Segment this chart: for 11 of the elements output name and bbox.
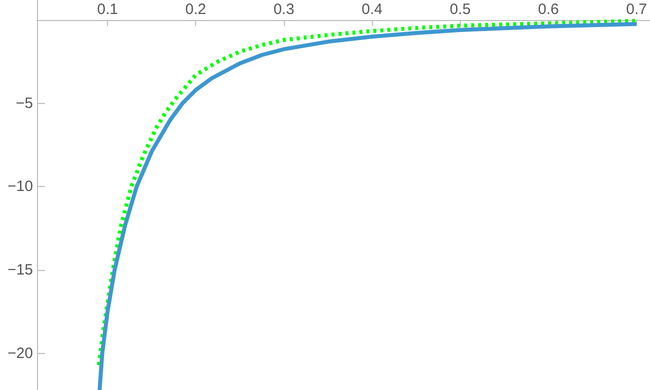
- y-tick-label: −10: [8, 178, 33, 196]
- x-tick-label: 0.7: [626, 1, 648, 18]
- y-tick-label: −20: [8, 344, 33, 362]
- x-tick-label: 0.2: [185, 1, 206, 18]
- x-tick-label: 0.5: [450, 1, 471, 18]
- x-tick-label: 0.3: [273, 1, 294, 18]
- x-tick-label: 0.1: [97, 1, 118, 18]
- x-tick-label: 0.6: [538, 1, 559, 18]
- x-tick-label: 0.4: [362, 1, 382, 18]
- y-tick-label: −15: [8, 262, 33, 278]
- y-tick-label: −5: [16, 94, 33, 112]
